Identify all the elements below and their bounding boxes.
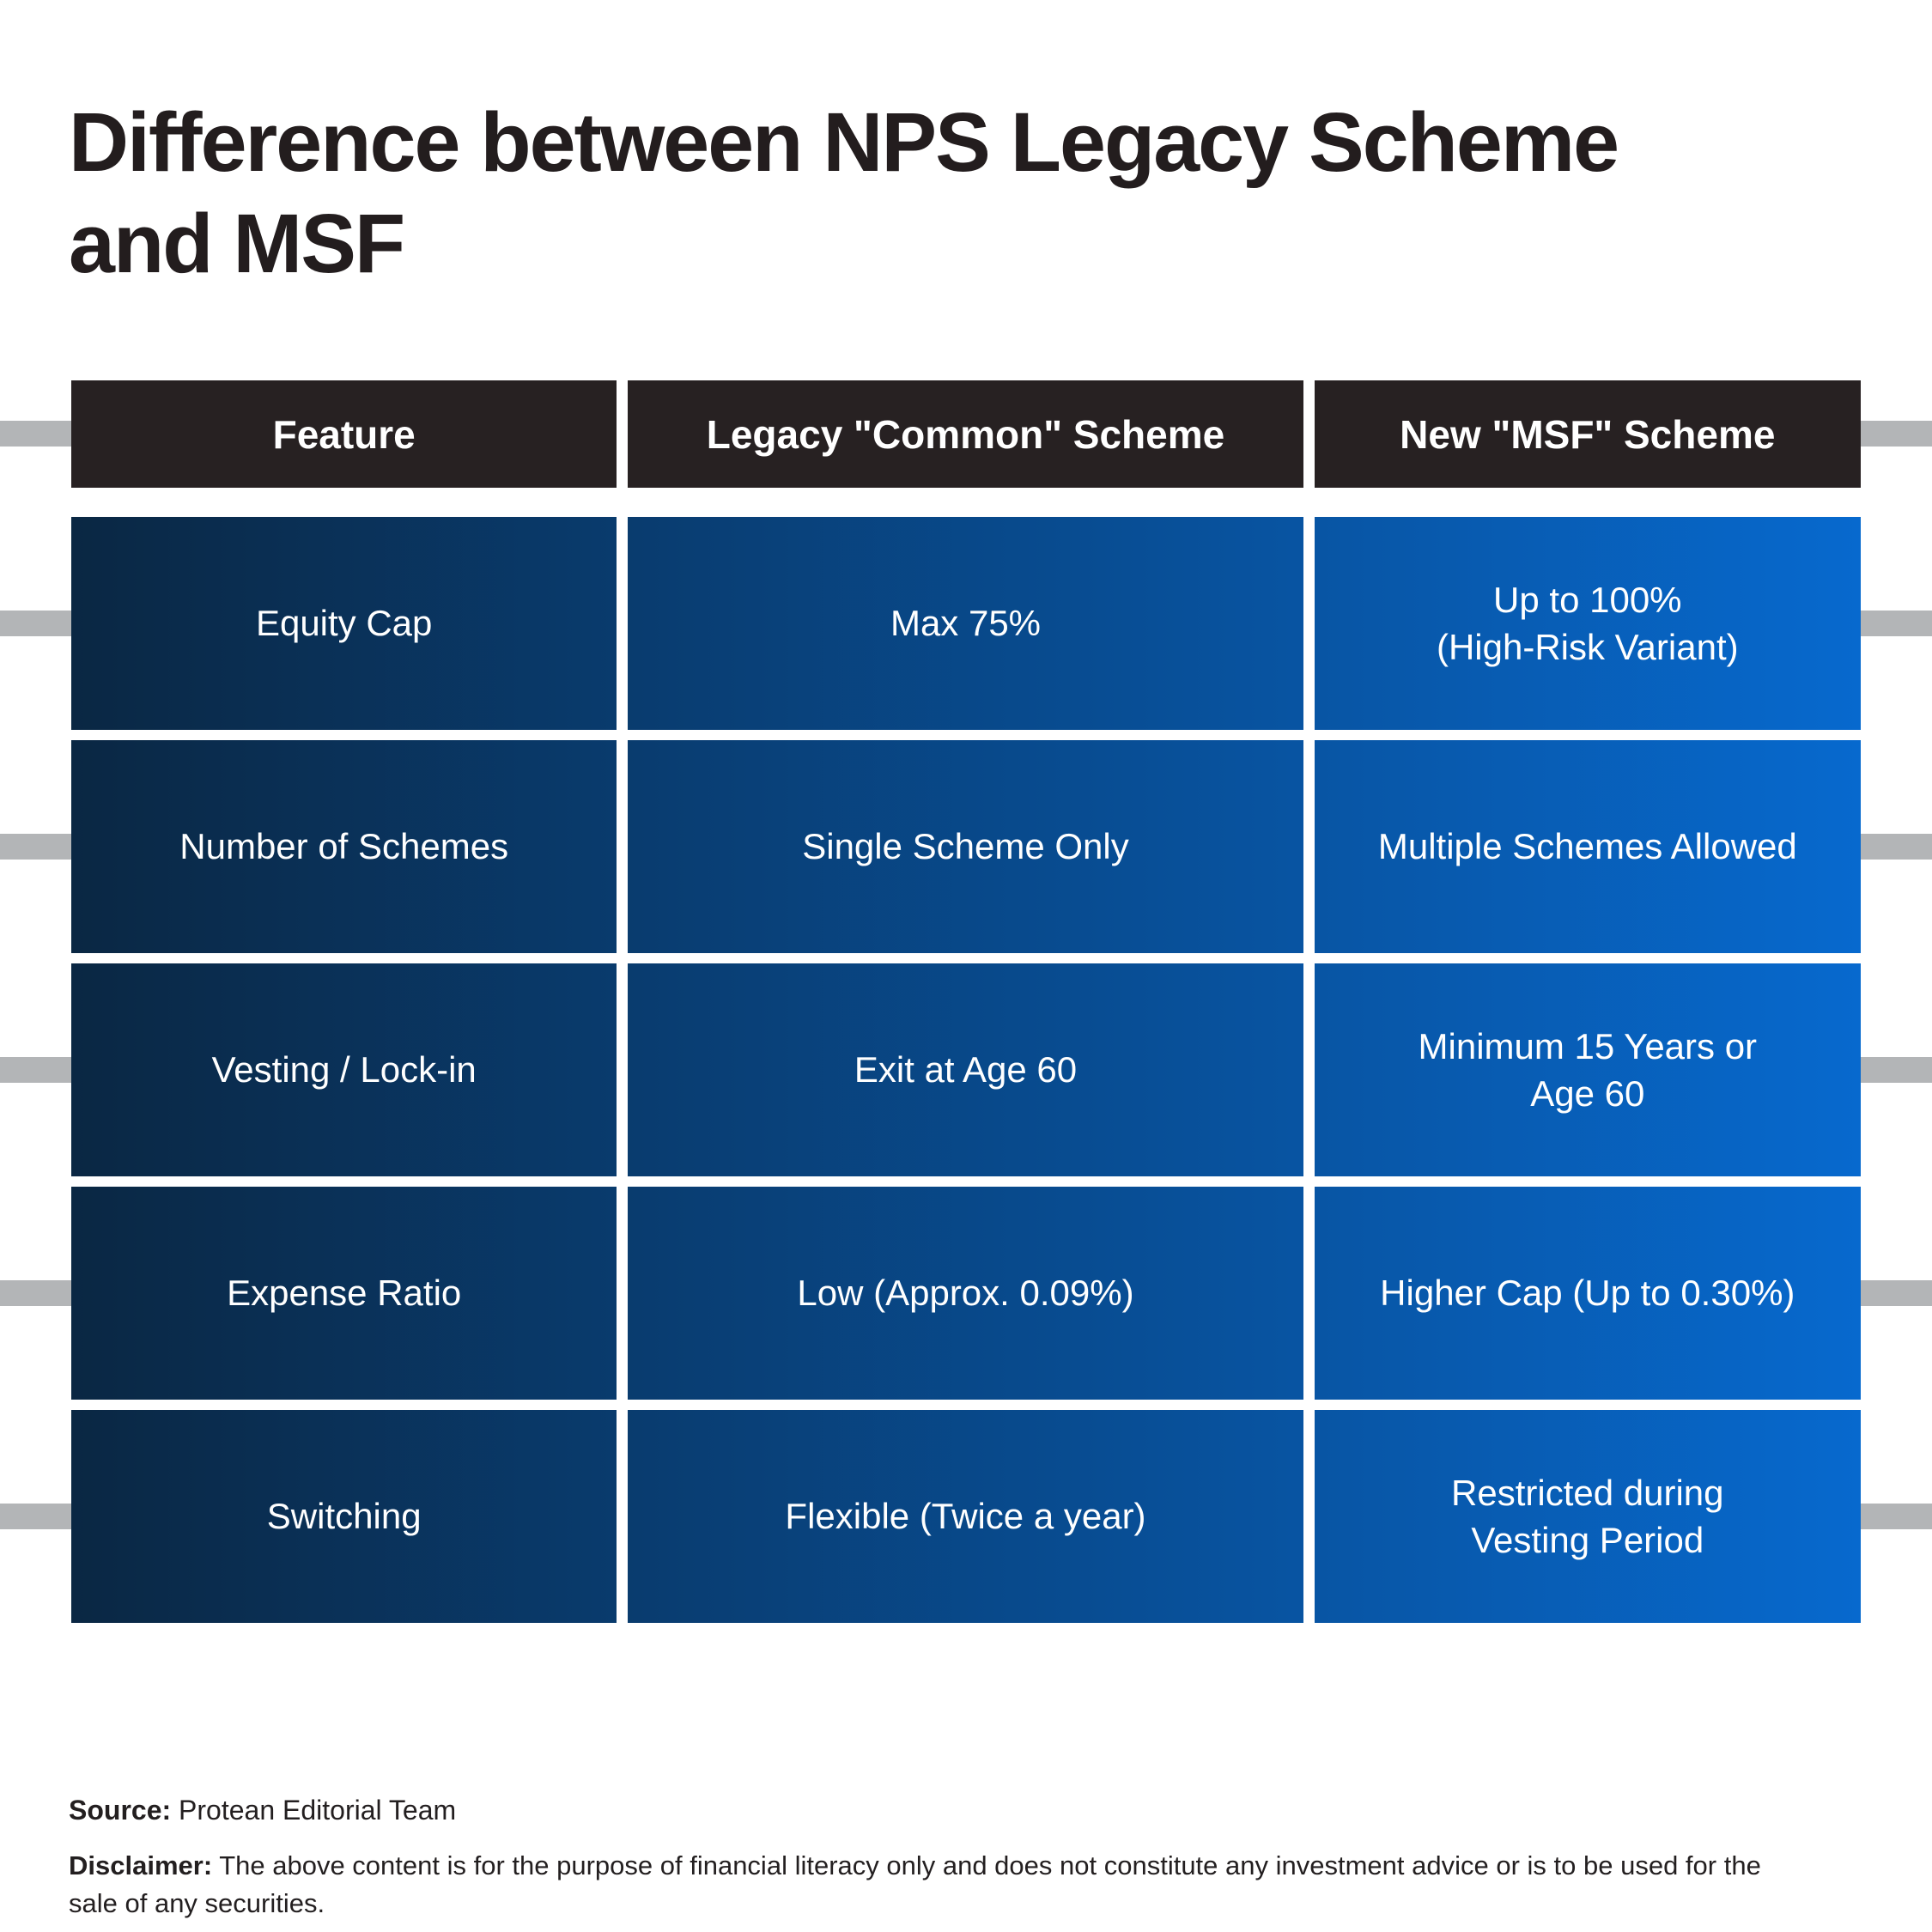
table-row-equity-cap: Equity Cap Max 75% Up to 100% (High-Risk…	[71, 517, 1861, 730]
side-bar	[1861, 1057, 1932, 1083]
column-divider	[1303, 963, 1315, 1176]
side-bar	[1861, 1504, 1932, 1529]
legacy-scheme-cell: Flexible (Twice a year)	[785, 1496, 1146, 1537]
table-header-row: Feature Legacy "Common" Scheme New "MSF"…	[71, 380, 1861, 488]
msf-scheme-cell: Higher Cap (Up to 0.30%)	[1380, 1273, 1795, 1314]
side-bar	[1861, 1280, 1932, 1306]
side-bar	[1861, 611, 1932, 636]
feature-cell: Switching	[266, 1496, 422, 1537]
source-label: Source:	[69, 1795, 172, 1826]
legacy-scheme-cell: Exit at Age 60	[854, 1049, 1078, 1091]
column-divider	[1303, 1410, 1315, 1623]
msf-scheme-cell: Minimum 15 Years or Age 60	[1418, 1025, 1758, 1114]
source-line: Source: Protean Editorial Team	[69, 1795, 456, 1826]
side-bar	[0, 1057, 71, 1083]
side-bar	[1861, 421, 1932, 447]
column-divider	[617, 1187, 629, 1400]
column-divider	[617, 963, 629, 1176]
column-divider	[617, 380, 629, 488]
column-divider	[617, 740, 629, 953]
column-header-feature: Feature	[71, 380, 617, 488]
column-divider	[1303, 380, 1315, 488]
side-bar	[0, 421, 71, 447]
column-header-legacy-scheme: Legacy "Common" Scheme	[628, 380, 1303, 488]
column-divider	[1303, 1187, 1315, 1400]
side-bar	[0, 1280, 71, 1306]
table-row-switching: Switching Flexible (Twice a year) Restri…	[71, 1410, 1861, 1623]
feature-cell: Number of Schemes	[179, 826, 509, 867]
feature-cell: Vesting / Lock-in	[211, 1049, 477, 1091]
side-bar	[1861, 834, 1932, 860]
page-title: Difference between NPS Legacy Scheme and…	[69, 94, 1619, 291]
table-row-number-of-schemes: Number of Schemes Single Scheme Only Mul…	[71, 740, 1861, 953]
msf-scheme-cell: Multiple Schemes Allowed	[1377, 826, 1797, 867]
feature-cell: Expense Ratio	[227, 1273, 462, 1314]
table-row-vesting-lock-in: Vesting / Lock-in Exit at Age 60 Minimum…	[71, 963, 1861, 1176]
disclaimer-label: Disclaimer:	[69, 1850, 213, 1880]
column-header-msf-scheme: New "MSF" Scheme	[1314, 380, 1861, 488]
legacy-scheme-cell: Low (Approx. 0.09%)	[797, 1273, 1134, 1314]
column-divider	[1303, 740, 1315, 953]
legacy-scheme-cell: Single Scheme Only	[802, 826, 1129, 867]
side-bar	[0, 834, 71, 860]
disclaimer-text: The above content is for the purpose of …	[69, 1850, 1761, 1919]
feature-cell: Equity Cap	[255, 603, 433, 644]
msf-scheme-cell: Up to 100% (High-Risk Variant)	[1436, 579, 1739, 667]
side-bar	[0, 1504, 71, 1529]
comparison-table: Feature Legacy "Common" Scheme New "MSF"…	[71, 380, 1861, 1633]
legacy-scheme-cell: Max 75%	[890, 603, 1042, 644]
table-row-expense-ratio: Expense Ratio Low (Approx. 0.09%) Higher…	[71, 1187, 1861, 1400]
column-divider	[1303, 517, 1315, 730]
column-divider	[617, 517, 629, 730]
column-divider	[617, 1410, 629, 1623]
msf-scheme-cell: Restricted during Vesting Period	[1451, 1472, 1724, 1560]
side-bar	[0, 611, 71, 636]
disclaimer-line: Disclaimer: The above content is for the…	[69, 1847, 1872, 1923]
source-value: Protean Editorial Team	[179, 1795, 457, 1826]
